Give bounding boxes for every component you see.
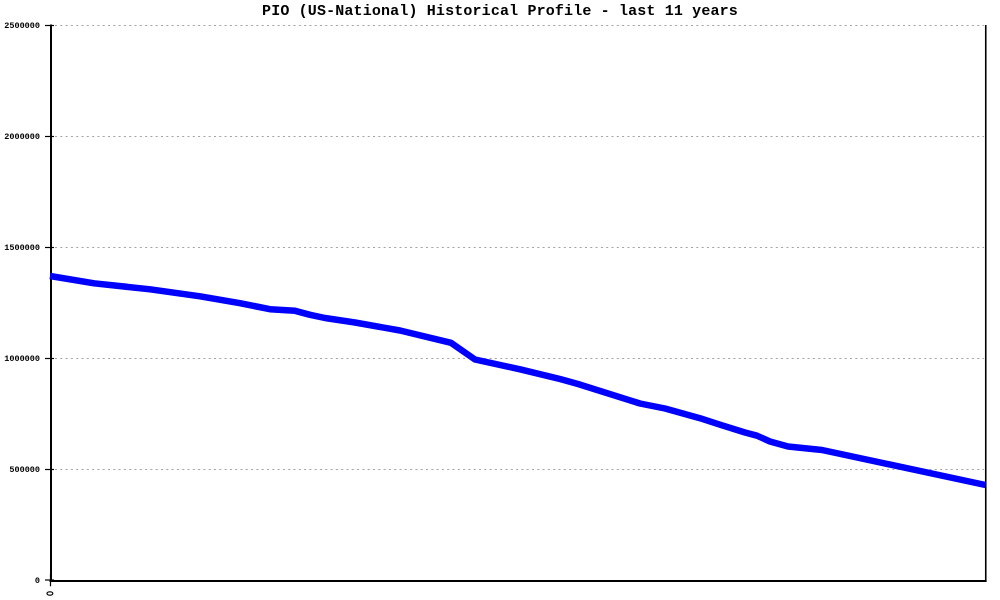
- svg-text:PIO (US-National) Historical P: PIO (US-National) Historical Profile - l…: [262, 3, 738, 20]
- svg-text:0: 0: [35, 576, 40, 586]
- svg-text:1000000: 1000000: [4, 354, 40, 364]
- svg-text:1500000: 1500000: [4, 243, 40, 253]
- svg-text:2000000: 2000000: [4, 132, 40, 142]
- svg-text:500000: 500000: [9, 465, 40, 475]
- svg-text:2500000: 2500000: [4, 21, 40, 31]
